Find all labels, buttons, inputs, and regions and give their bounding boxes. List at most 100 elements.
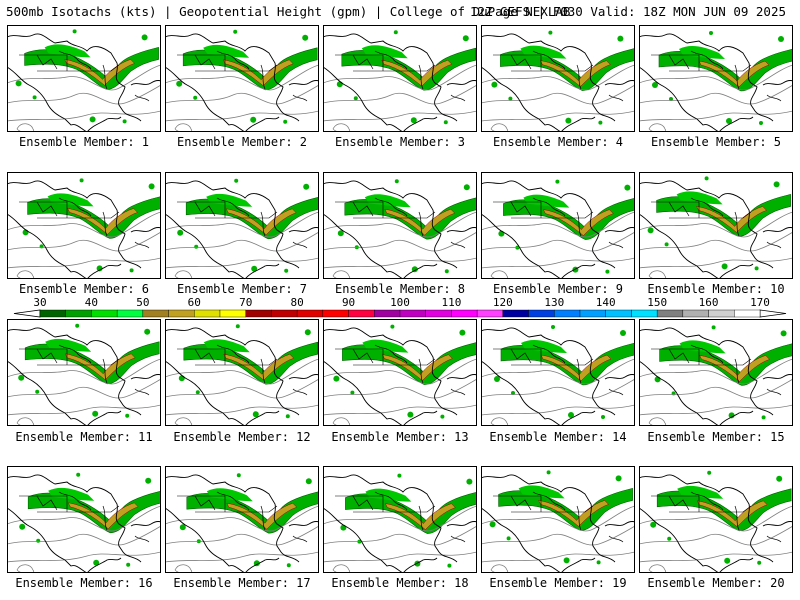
height-contour	[490, 564, 509, 573]
height-contour	[481, 257, 635, 269]
isotach-blob	[194, 244, 199, 249]
isotach-fill-60kt	[696, 500, 768, 528]
isotach-fill-40kt	[656, 194, 791, 237]
height-contour	[332, 564, 351, 573]
isotach-blob	[234, 178, 239, 183]
coastline	[352, 491, 466, 543]
height-contour	[7, 525, 161, 546]
map-canvas	[481, 25, 635, 132]
isotach-blob	[598, 120, 603, 125]
ensemble-member-label: Ensemble Member: 17	[173, 576, 311, 590]
isotach-blob	[411, 266, 418, 273]
coastline	[194, 50, 308, 102]
isotach-blob	[19, 523, 26, 530]
isotach-blob	[563, 557, 570, 564]
ensemble-member-map	[165, 466, 319, 573]
isotach-fill-60kt	[64, 353, 136, 381]
height-contour	[323, 110, 477, 122]
coastline	[7, 474, 161, 573]
colorbar-swatch	[194, 309, 221, 318]
isotach-blob	[617, 35, 624, 42]
ensemble-member-label: Ensemble Member: 4	[492, 135, 624, 149]
political-border	[177, 348, 278, 366]
map-frame	[165, 25, 319, 132]
isotach-blob	[704, 176, 709, 181]
height-contour	[165, 84, 319, 105]
colorbar-tick-label: 70	[239, 296, 252, 309]
isotach-fill-60kt	[542, 209, 614, 236]
isotach-blob	[647, 227, 654, 234]
map-canvas	[481, 319, 635, 426]
coastline	[668, 50, 782, 102]
isotach-field	[15, 29, 159, 124]
isotach-fill-60kt	[225, 208, 297, 236]
isotach-blob	[36, 538, 41, 543]
isotach-blob	[144, 328, 151, 335]
colorbar-tick-label: 80	[291, 296, 304, 309]
map-canvas	[165, 172, 319, 279]
isotach-blob	[337, 230, 344, 237]
height-contour	[490, 123, 509, 132]
isotach-blob	[141, 34, 148, 41]
map-frame	[639, 172, 793, 279]
isotach-fill-60kt	[67, 208, 139, 235]
isotach-blob	[410, 117, 417, 124]
height-contour	[639, 257, 793, 269]
isotach-field	[654, 325, 793, 420]
ensemble-member-label: Ensemble Member: 11	[15, 430, 153, 444]
isotach-blob	[669, 97, 673, 101]
ensemble-member-map	[639, 25, 793, 132]
colorbar-swatch	[322, 309, 349, 318]
coastline	[323, 180, 477, 279]
map-canvas	[7, 25, 161, 132]
colorbar-swatch	[219, 309, 246, 318]
coastline	[510, 197, 624, 249]
isotach-blob	[776, 475, 783, 482]
height-contour	[323, 378, 477, 399]
ensemble-member-map	[323, 25, 477, 132]
height-contour	[165, 505, 319, 532]
height-contour	[648, 123, 667, 132]
isotach-blob	[253, 560, 260, 567]
isotach-blob	[284, 268, 289, 273]
ensemble-member-label: Ensemble Member: 18	[331, 576, 469, 590]
colorbar-tick-label: 100	[390, 296, 410, 309]
isotach-blob	[761, 415, 766, 420]
isotach-colorbar: 30 40 50 60 70 80 90 100 110 120 130 140 150 160 170	[13, 296, 787, 318]
height-contour	[7, 211, 161, 238]
colorbar-tick-label: 120	[493, 296, 513, 309]
isotach-fill-40kt	[182, 47, 318, 91]
height-contour	[7, 110, 161, 122]
colorbar-swatch	[142, 309, 169, 318]
isotach-blob	[709, 31, 713, 35]
height-contour	[639, 231, 793, 252]
height-contour	[323, 84, 477, 105]
isotach-fill-60kt	[381, 59, 453, 87]
ensemble-member-label: Ensemble Member: 14	[489, 430, 627, 444]
height-contour	[490, 417, 509, 426]
height-contour	[323, 211, 477, 238]
colorbar-swatch	[348, 309, 375, 318]
height-contour	[7, 257, 161, 269]
header-product-title: 500mb Isotachs (kts) | Geopotential Heig…	[6, 4, 571, 19]
map-frame	[7, 25, 161, 132]
map-frame	[323, 319, 477, 426]
coastline	[323, 33, 477, 132]
colorbar-swatch	[168, 309, 195, 318]
colorbar-low-arrow	[13, 309, 41, 318]
isotach-fill-60kt	[698, 60, 770, 88]
isotach-fill-40kt	[498, 488, 633, 531]
ensemble-member-map	[323, 172, 477, 279]
isotach-fill-60kt	[540, 354, 612, 382]
map-canvas	[481, 466, 635, 573]
isotach-blob	[494, 376, 500, 382]
map-frame	[323, 25, 477, 132]
ensemble-member-label: Ensemble Member: 12	[173, 430, 311, 444]
isotach-fill-60kt	[699, 355, 771, 382]
isotach-blob	[394, 179, 399, 184]
political-border	[177, 54, 278, 72]
isotach-blob	[596, 560, 601, 565]
height-contour	[323, 525, 477, 546]
coastline	[668, 491, 782, 543]
height-contour	[7, 378, 161, 399]
